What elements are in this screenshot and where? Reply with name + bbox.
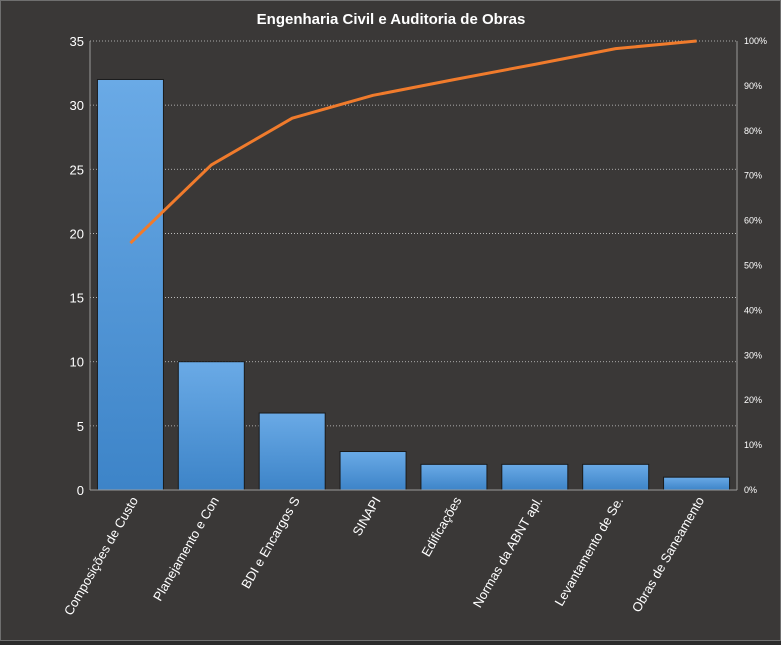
bars xyxy=(96,78,731,491)
x-tick-label: SINAPI xyxy=(349,494,383,538)
y2-tick-label: 80% xyxy=(744,126,762,136)
axes: 0 5 10 15 20 25 30 35 0% 10% 20% 30% 40% 50% 60% 70% 80%… xyxy=(61,34,767,618)
y-tick-label: 0 xyxy=(77,483,84,498)
chart-title: Engenharia Civil e Auditoria de Obras xyxy=(257,11,526,28)
y2-tick-label: 30% xyxy=(744,350,762,360)
y2-tick-label: 90% xyxy=(744,81,762,91)
y-tick-label: 20 xyxy=(70,226,84,241)
y-tick-label: 35 xyxy=(70,34,84,49)
x-tick-label: Planejamento e Con xyxy=(150,494,222,604)
x-tick-label: Levantamento de Se. xyxy=(551,494,626,609)
bar xyxy=(339,451,407,491)
y2-tick-label: 10% xyxy=(744,440,762,450)
bar xyxy=(582,463,650,491)
y-tick-label: 10 xyxy=(70,355,84,370)
y2-tick-label: 50% xyxy=(744,261,762,271)
y2-tick-label: 70% xyxy=(744,171,762,181)
y2-tick-label: 20% xyxy=(744,395,762,405)
y-tick-label: 5 xyxy=(77,419,84,434)
bar xyxy=(501,463,569,491)
y-tick-label: 15 xyxy=(70,291,84,306)
bar xyxy=(258,412,326,491)
x-tick-label: Obras de Saneamento xyxy=(629,494,707,615)
y2-tick-label: 40% xyxy=(744,305,762,315)
cumulative-line-path xyxy=(129,39,697,245)
y-tick-label: 30 xyxy=(70,98,84,113)
x-tick-label: Edificações xyxy=(418,494,464,560)
y2-tick-label: 60% xyxy=(744,216,762,226)
bar xyxy=(663,476,731,491)
cumulative-line xyxy=(129,39,697,245)
y-tick-label: 25 xyxy=(70,162,84,177)
x-tick-label: Normas da ABNT apl. xyxy=(470,494,546,610)
bar xyxy=(177,361,245,491)
y2-tick-label: 100% xyxy=(744,36,767,46)
bar xyxy=(96,78,164,491)
x-tick-label: BDI e Encargos S xyxy=(238,494,303,591)
y2-tick-label: 0% xyxy=(744,485,757,495)
bar xyxy=(420,463,488,491)
x-tick-label: Composições de Custo xyxy=(61,494,141,618)
